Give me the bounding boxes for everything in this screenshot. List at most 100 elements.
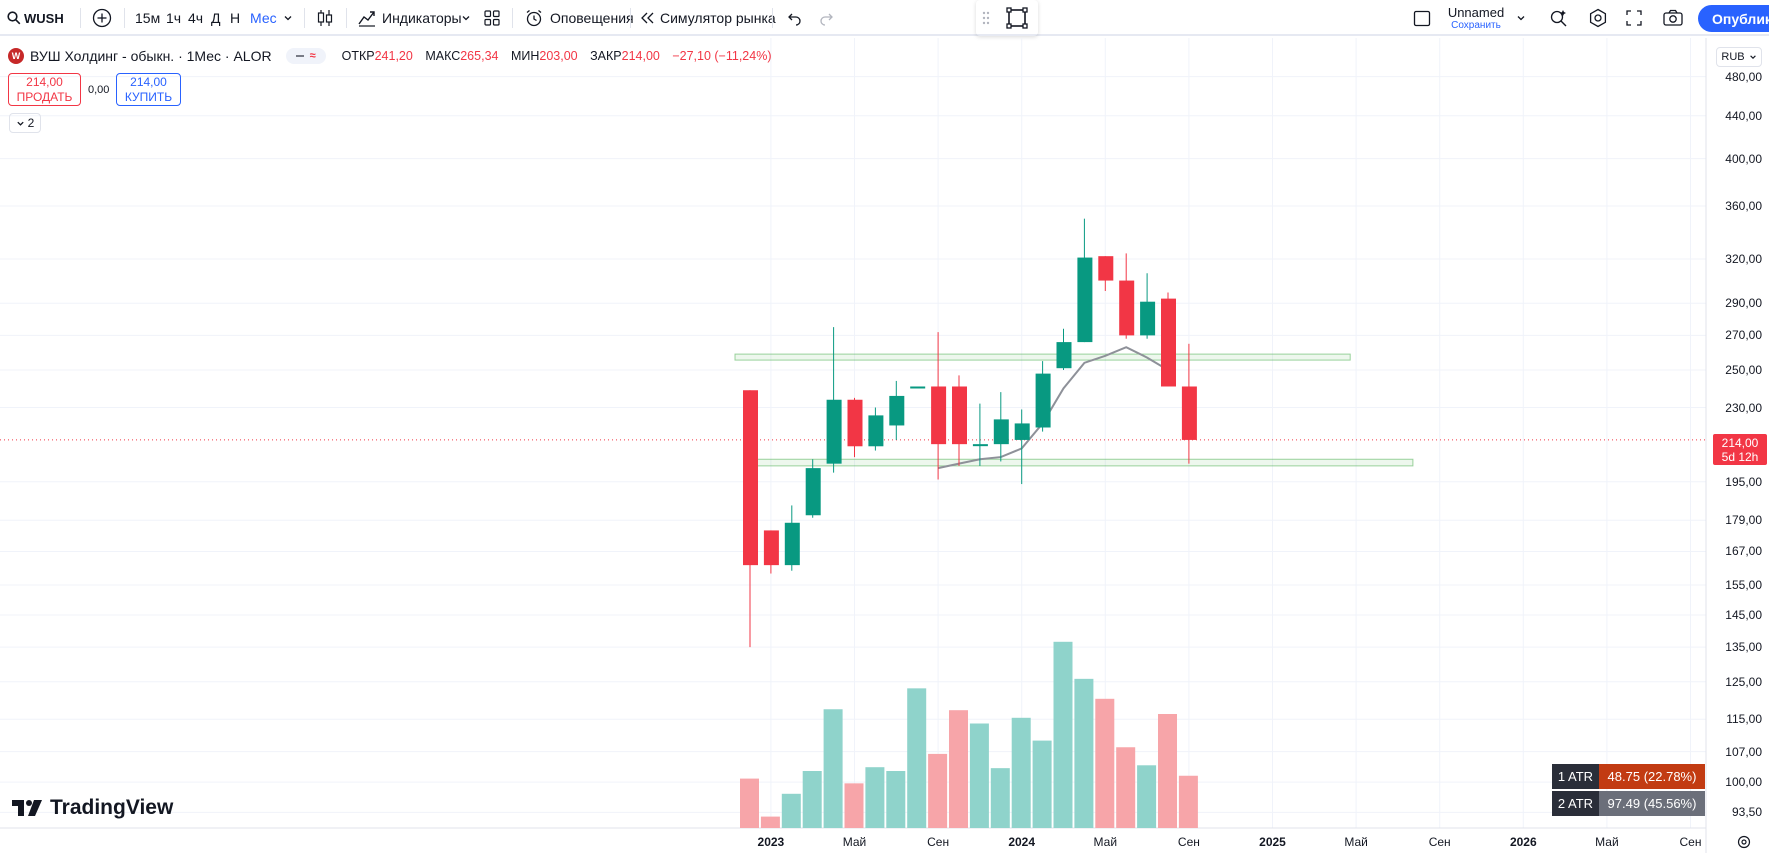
layout-square-button[interactable] — [1412, 0, 1432, 36]
candle-body — [889, 395, 905, 426]
save-label: Сохранить — [1451, 19, 1501, 31]
candle-body — [743, 390, 758, 566]
symbol-logo: W — [8, 48, 24, 64]
buy-label: КУПИТЬ — [124, 89, 173, 104]
volume-bar — [865, 767, 885, 828]
tradingview-logo[interactable]: TradingView — [12, 796, 173, 820]
price-tick-label: 290,00 — [1725, 296, 1762, 311]
volume-bar — [1032, 740, 1052, 828]
layout-selector[interactable] — [976, 0, 1038, 36]
redo-icon — [820, 13, 833, 26]
support-resistance-zone — [734, 353, 1351, 361]
currency-selector[interactable]: RUB — [1716, 47, 1762, 67]
time-tick-label: 2023 — [757, 835, 785, 849]
volume-bar — [1158, 714, 1177, 828]
templates-button[interactable] — [483, 0, 501, 36]
time-tick-label: 2026 — [1509, 835, 1537, 849]
gear-icon[interactable] — [1736, 834, 1752, 850]
timeframe-week[interactable]: Н — [230, 10, 241, 26]
close-label: ЗАКР — [590, 49, 622, 63]
candle-body — [1181, 386, 1197, 440]
atr-name: 2 ATR — [1552, 791, 1599, 816]
support-resistance-zone — [755, 458, 1414, 467]
volume-bar — [823, 709, 843, 828]
candles-icon — [317, 10, 333, 26]
fullscreen-icon — [1626, 10, 1642, 26]
fullscreen-frame-icon — [1006, 7, 1028, 29]
time-tick-label: 2025 — [1259, 835, 1286, 849]
price-tick-label: 400,00 — [1725, 151, 1762, 166]
candle-body — [1140, 301, 1156, 336]
candle-body — [1161, 298, 1176, 387]
time-tick-label: Сен — [1177, 835, 1200, 849]
timeframe-1h[interactable]: 1ч — [166, 10, 182, 26]
candle-body — [784, 522, 800, 566]
volume-bar — [781, 793, 801, 828]
time-tick-label: Май — [1595, 835, 1619, 849]
replay-button[interactable]: Симулятор рынка — [640, 0, 776, 36]
plus-circle-icon — [92, 8, 112, 28]
sell-button[interactable]: 214,00 ПРОДАТЬ — [8, 73, 81, 106]
price-axis[interactable]: 480,00 440,00 400,00 360,00 320,00 290,00 270,… — [1706, 38, 1769, 828]
low-label: МИН — [510, 49, 540, 63]
timeframe-dropdown[interactable] — [283, 0, 293, 36]
candle-body — [952, 386, 967, 445]
price-tick-label: 125,00 — [1725, 674, 1762, 689]
timeframe-4h[interactable]: 4ч — [188, 10, 204, 26]
volume-bar — [949, 710, 968, 828]
candle-body — [1119, 280, 1135, 336]
volume-bar — [969, 723, 989, 828]
settings-button[interactable] — [1588, 0, 1608, 36]
series-title[interactable]: ВУШ Холдинг - обыкн. · 1Мес · ALOR — [30, 48, 272, 64]
chart-type-button[interactable] — [315, 0, 335, 36]
publish-button[interactable]: Опубликовать — [1698, 5, 1769, 32]
drag-handle-icon — [982, 11, 990, 25]
undo-button[interactable] — [785, 0, 803, 36]
compare-button[interactable] — [92, 0, 112, 36]
volume-bar — [844, 783, 864, 828]
candle-body — [931, 386, 947, 445]
timeframe-month[interactable]: Мес — [250, 10, 277, 26]
price-tick-label: 100,00 — [1725, 775, 1762, 790]
volume-bar — [1137, 765, 1157, 828]
candle-body — [847, 399, 863, 447]
candle-body — [1098, 256, 1114, 281]
brand-name: TradingView — [50, 796, 174, 819]
price-tick-label: 320,00 — [1725, 251, 1762, 266]
snapshot-button[interactable] — [1662, 0, 1684, 36]
candle-body — [826, 399, 842, 464]
fullscreen-button[interactable] — [1625, 0, 1643, 36]
close-value: 214,00 — [621, 49, 660, 63]
sell-label: ПРОДАТЬ — [16, 89, 73, 104]
volume-bar — [760, 816, 780, 828]
buy-button[interactable]: 214,00 КУПИТЬ — [116, 73, 181, 106]
timeframe-15m[interactable]: 15м — [135, 10, 161, 26]
series-status-pill[interactable]: ≈ — [285, 48, 326, 64]
volume-bar — [1116, 747, 1136, 828]
price-tick-label: 250,00 — [1725, 363, 1762, 377]
alerts-label: Оповещения — [550, 10, 634, 26]
atr-value: 48.75 (22.78%) — [1599, 764, 1705, 789]
save-layout-button[interactable]: Unnamed Сохранить — [1448, 0, 1504, 36]
symbol-search[interactable]: WUSH — [7, 0, 64, 36]
alerts-button[interactable]: Оповещения — [524, 0, 634, 36]
timeframe-day[interactable]: Д — [211, 10, 221, 26]
indicators-button[interactable]: Индикаторы — [357, 0, 462, 36]
collapse-indicators-button[interactable]: 2 — [9, 113, 41, 133]
price-tick-label: 155,00 — [1725, 578, 1762, 592]
alarm-clock-icon — [526, 9, 542, 27]
gear-icon — [1589, 8, 1607, 28]
volume-bar — [1095, 698, 1115, 828]
save-dropdown[interactable] — [1516, 0, 1526, 36]
quick-search-button[interactable] — [1549, 0, 1569, 36]
moving-average-line — [937, 346, 1169, 470]
volume-bar — [886, 771, 906, 828]
indicators-dropdown[interactable] — [461, 0, 471, 36]
redo-button[interactable] — [818, 0, 836, 36]
price-tick-label: 93,50 — [1731, 805, 1762, 820]
candle-body — [1014, 423, 1030, 440]
price-tick-label: 167,00 — [1725, 544, 1762, 559]
divider — [80, 8, 81, 28]
